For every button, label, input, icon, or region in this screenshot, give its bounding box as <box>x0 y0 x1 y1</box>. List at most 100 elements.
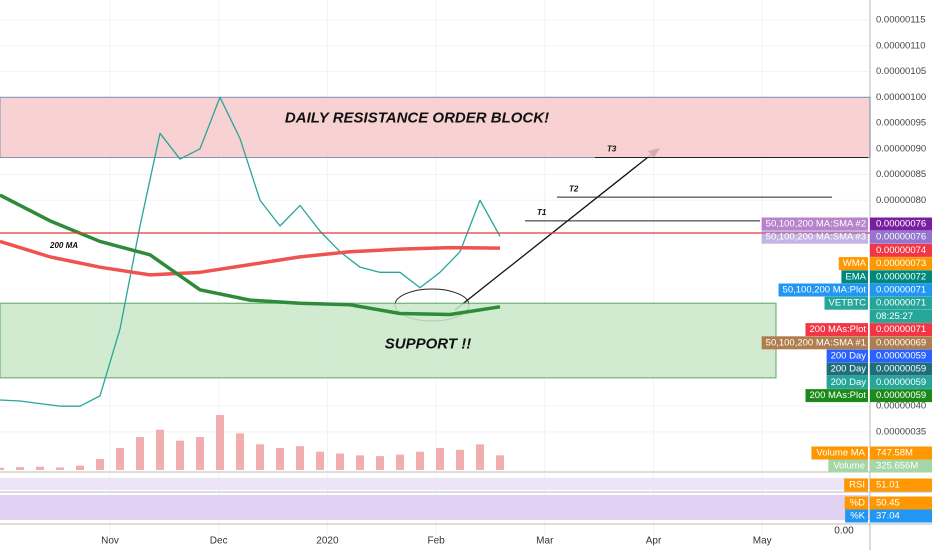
osc-tick: 0.00 <box>834 526 854 537</box>
volume-bar <box>456 449 464 470</box>
zone-label: SUPPORT !! <box>385 335 471 352</box>
name-tag <box>761 336 868 350</box>
y-tick-label: 0.00000105 <box>876 66 926 77</box>
volume-bar <box>316 451 324 470</box>
price-tag-name: 50,100,200 MA:Plot <box>783 285 867 296</box>
x-tick-label: May <box>753 536 772 547</box>
y-tick-label: 0.00000040 <box>876 401 926 412</box>
volume-bar <box>176 440 184 470</box>
x-tick-label: Mar <box>536 536 554 547</box>
price-tag <box>870 270 932 284</box>
volume-bar <box>376 456 384 470</box>
price-tag-value: 08:25:27 <box>876 311 913 322</box>
name-tag <box>841 270 868 284</box>
price-tag-value: 0.00000059 <box>876 351 926 362</box>
y-tick-label: 0.00000090 <box>876 143 926 154</box>
pane-tag-name: Volume MA <box>816 448 865 459</box>
name-tag <box>826 349 868 363</box>
price-tag-name: 200 Day <box>831 351 867 362</box>
target-label: T3 <box>607 145 617 154</box>
price-tag-value: 0.00000071 <box>876 285 926 296</box>
volume-bar <box>116 448 124 470</box>
price-tag <box>870 243 932 257</box>
ma-label: 200 MA <box>49 241 78 250</box>
pane-tag <box>870 446 932 460</box>
price-tag <box>870 349 932 363</box>
name-tag <box>761 217 868 231</box>
y-tick-label: 0.00000115 <box>876 15 926 26</box>
target-label: T2 <box>569 184 579 193</box>
name-tag <box>761 230 868 244</box>
price-tag-value: 0.00000072 <box>876 271 926 282</box>
zone <box>0 96 871 159</box>
volume-bar <box>276 448 284 470</box>
volume-bar <box>476 444 484 470</box>
pane-tag <box>870 509 932 523</box>
volume-bar <box>216 415 224 470</box>
volume-bar <box>336 453 344 470</box>
zone-label: DAILY RESISTANCE ORDER BLOCK! <box>285 109 549 126</box>
pane-tag-name: %D <box>850 498 865 509</box>
y-tick-label: 0.00000035 <box>876 426 926 437</box>
volume-bar <box>156 429 164 470</box>
volume-bar <box>236 433 244 470</box>
x-tick-label: Feb <box>427 536 445 547</box>
price-tag <box>870 336 932 350</box>
volume-bar <box>136 437 144 470</box>
price-tag-name: 200 Day <box>831 364 867 375</box>
y-tick-label: 0.00000110 <box>876 40 926 51</box>
price-tag <box>870 283 932 297</box>
volume-bar <box>356 455 364 470</box>
y-tick-label: 0.00000100 <box>876 92 926 103</box>
name-tag <box>838 257 868 271</box>
volume-bar <box>436 448 444 470</box>
pane-tag-name: %K <box>850 511 865 522</box>
price-tag-name: 200 MAs:Plot <box>810 324 867 335</box>
target-label: T1 <box>537 208 547 217</box>
series-line <box>0 96 501 407</box>
stoch-band <box>0 495 870 520</box>
price-tag-value: 0.00000059 <box>876 390 926 401</box>
series-line <box>0 239 501 277</box>
volume-bar <box>56 467 64 470</box>
x-tick-label: Dec <box>210 536 228 547</box>
pane-name-tag <box>844 496 868 510</box>
name-tag <box>824 296 868 310</box>
price-tag <box>870 309 932 323</box>
x-tick-label: Nov <box>101 536 119 547</box>
name-tag <box>778 283 868 297</box>
price-tag-name: WMA <box>843 258 867 269</box>
price-tag <box>870 323 932 337</box>
volume-bar <box>296 446 304 470</box>
price-tag <box>870 217 932 231</box>
name-tag <box>805 389 868 403</box>
pane-tag <box>870 478 932 492</box>
price-tag-value: 0.00000059 <box>876 364 926 375</box>
price-tag-value: 0.00000074 <box>876 245 926 256</box>
price-tag-value: 0.00000069 <box>876 337 926 348</box>
series-line <box>0 193 501 317</box>
price-tag-name: VETBTC <box>829 298 867 309</box>
volume-bar <box>496 455 504 470</box>
price-tag <box>870 296 932 310</box>
price-tag-name: 200 MAs:Plot <box>810 390 867 401</box>
pane-name-tag <box>844 478 868 492</box>
pane-tag-name: RSI <box>849 480 865 491</box>
target-arrow <box>454 149 658 311</box>
price-tag-value: 0.00000073 <box>876 258 926 269</box>
x-tick-label: 2020 <box>316 536 339 547</box>
price-tag-value: 0.00000076 <box>876 219 926 230</box>
volume-bar <box>16 467 24 470</box>
volume-bar <box>256 444 264 470</box>
pane-tag-value: 747.58M <box>876 448 913 459</box>
pane-tag-value: 37.04 <box>876 511 900 522</box>
name-tag <box>826 375 868 389</box>
price-tag-value: 0.00000076 <box>876 232 926 243</box>
volume-bar <box>416 451 424 470</box>
y-tick-label: 0.00000095 <box>876 118 926 129</box>
pane-tag-value: 50.45 <box>876 498 900 509</box>
zone <box>0 302 777 379</box>
price-tag <box>870 230 932 244</box>
pane-name-tag <box>845 509 868 523</box>
